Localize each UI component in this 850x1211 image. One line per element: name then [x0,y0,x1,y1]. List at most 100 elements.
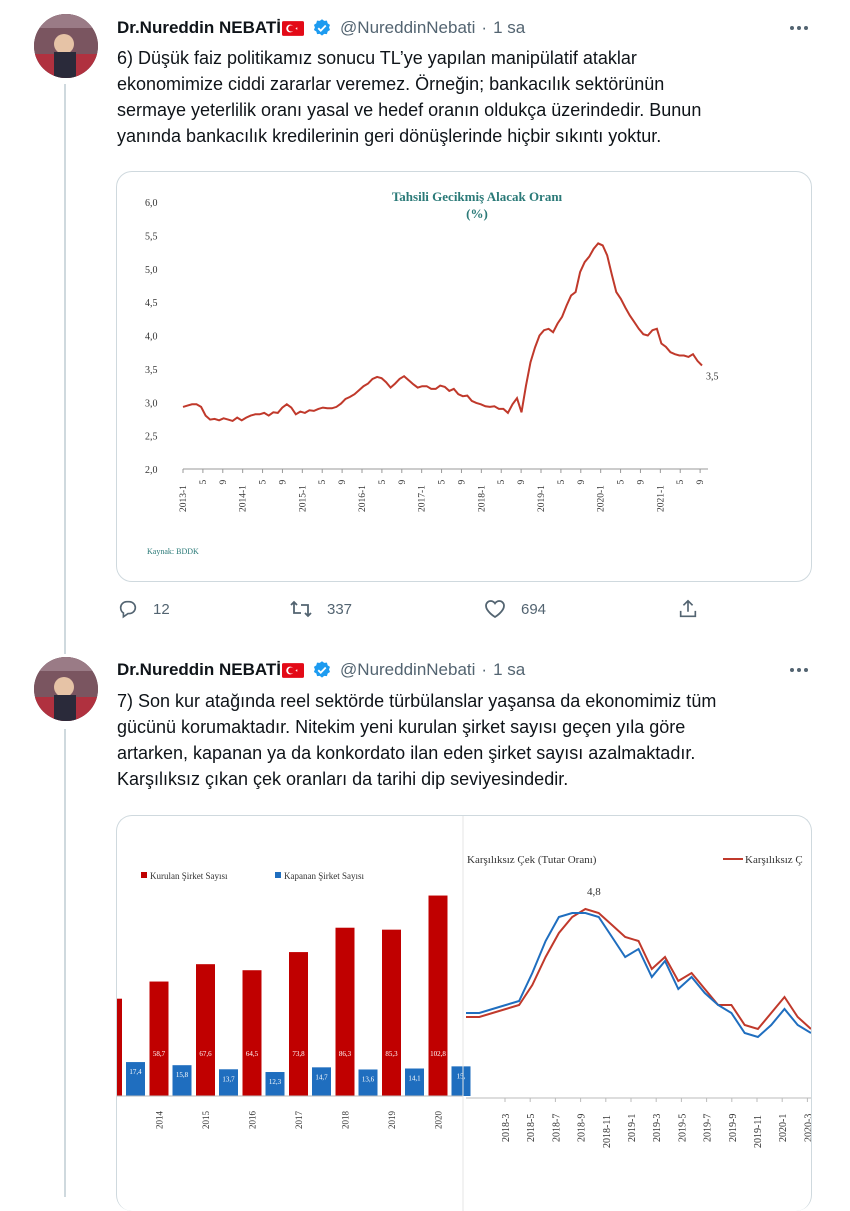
bar-founded-label: 86,3 [339,1050,352,1058]
bar-founded [150,982,169,1096]
x-tick-label: 2020-3 [803,1114,811,1142]
bar-closed-label: 14,7 [315,1073,328,1081]
x-tick-label: 9 [577,480,587,485]
x-tick-label: 5 [318,480,328,485]
x-tick-label: 9 [696,480,706,485]
y-tick-label: 2,5 [145,432,158,443]
bar-closed-label: 13,6 [362,1075,375,1083]
tweet-text-line: artarken, kapanan ya da konkordato ilan … [117,740,797,766]
x-tick-label: 5 [557,480,567,485]
bar-founded-label: 67,6 [199,1050,212,1058]
thread-connector [64,729,66,1197]
bar-closed-label: 15, [457,1072,466,1080]
bar-closed [312,1067,331,1096]
x-tick-label: 2019-5 [677,1114,688,1142]
bar-closed [173,1065,192,1096]
y-tick-label: 2,0 [145,465,158,476]
tweet-header: Dr.Nureddin NEBATİ @NureddinNebati · 1 s… [117,660,525,680]
bar-founded [429,896,448,1096]
tweet-text-line: sermaye yeterlilik oranı yasal ve hedef … [117,97,797,123]
npl-ratio-chart: Tahsili Gecikmiş Alacak Oranı (%) Kaynak… [117,172,811,581]
legend-label-founded: Kurulan Şirket Sayısı [150,871,228,881]
x-tick-label: 2015 [201,1111,211,1130]
x-tick-label: 9 [278,480,288,485]
verified-badge-icon [312,660,332,680]
tweet-text-line: Karşılıksız çıkan çek oranları da tarihi… [117,766,797,792]
bar-closed-label: 13,7 [222,1075,235,1083]
bar-founded [243,970,262,1096]
x-tick-label: 9 [219,480,229,485]
reply-button[interactable]: 12 [117,598,170,620]
x-tick-label: 5 [617,480,627,485]
bar-closed-label: 14,1 [408,1075,421,1083]
x-tick-label: 2018-9 [577,1114,588,1142]
tweet-text-line: 7) Son kur atağında reel sektörde türbül… [117,688,797,714]
y-tick-label: 5,5 [145,231,158,242]
cheque-ratio-series-blue [466,913,811,1037]
x-tick-label: 2015-1 [298,485,308,512]
bar-founded-label: 64,5 [246,1050,259,1058]
x-tick-label: 2018-3 [501,1114,512,1142]
x-tick-label: 2019-9 [728,1114,739,1142]
x-tick-label: 2020-1 [597,485,607,512]
reply-count: 12 [153,601,170,618]
x-tick-label: 2017-1 [418,485,428,512]
avatar[interactable] [34,14,98,78]
x-tick-label: 5 [378,480,388,485]
x-tick-label: 2018-1 [477,485,487,512]
author-handle[interactable]: @NureddinNebati [340,18,475,38]
reply-icon [117,598,139,620]
x-tick-label: 2019 [387,1111,397,1130]
x-tick-label: 2018 [341,1111,351,1130]
cheque-peak-label: 4,8 [587,886,601,898]
tweet-time[interactable]: 1 sa [493,18,525,38]
tweet-text: 6) Düşük faiz politikamız sonucu TL’ye y… [117,45,797,149]
x-tick-label: 5 [259,480,269,485]
bar-founded [117,999,122,1096]
tweet-text: 7) Son kur atağında reel sektörde türbül… [117,688,797,792]
x-tick-label: 2014-1 [239,485,249,512]
bar-founded [336,928,355,1096]
retweet-icon [289,598,313,620]
x-tick-label: 2014 [155,1111,165,1130]
tweet-text-line: 6) Düşük faiz politikamız sonucu TL’ye y… [117,45,797,71]
x-tick-label: 2021-1 [656,485,666,512]
more-options-icon[interactable] [788,17,810,39]
bar-founded-label: 102,8 [430,1050,446,1058]
bar-founded-label: 85,3 [385,1050,398,1058]
tweet-text-line: ekonomimize ciddi zararlar veremez. Örne… [117,71,797,97]
x-tick-label: 9 [398,480,408,485]
x-tick-label: 2016-1 [358,485,368,512]
legend-swatch-closed [275,872,281,878]
tweet-actions: 12 337 694 [117,598,717,626]
author-handle[interactable]: @NureddinNebati [340,660,475,680]
avatar[interactable] [34,657,98,721]
x-tick-label: 9 [636,480,646,485]
x-tick-label: 2019-1 [627,1114,638,1142]
x-tick-label: 9 [517,480,527,485]
end-value-label: 3,5 [706,372,719,383]
bar-founded [289,952,308,1096]
x-tick-label: 2019-7 [703,1114,714,1142]
more-options-icon[interactable] [788,659,810,681]
like-button[interactable]: 694 [483,598,546,620]
retweet-button[interactable]: 337 [289,598,352,620]
x-tick-label: 2016 [248,1111,258,1130]
bar-closed [452,1066,471,1096]
y-tick-label: 3,0 [145,398,158,409]
x-tick-label: 5 [497,480,507,485]
tweet-time[interactable]: 1 sa [493,660,525,680]
x-tick-label: 2020 [434,1111,444,1130]
bar-founded-label: 73,8 [292,1050,305,1058]
tweet-image-npl-chart[interactable]: Tahsili Gecikmiş Alacak Oranı (%) Kaynak… [116,171,812,582]
bar-closed-label: 17,4 [129,1068,142,1076]
bar-founded [382,930,401,1096]
chart-subtitle: (%) [466,206,488,221]
share-button[interactable] [677,598,699,620]
author-name[interactable]: Dr.Nureddin NEBATİ [117,660,281,680]
author-name[interactable]: Dr.Nureddin NEBATİ [117,18,281,38]
x-tick-label: 2013-1 [179,485,189,512]
y-tick-label: 6,0 [145,198,158,209]
